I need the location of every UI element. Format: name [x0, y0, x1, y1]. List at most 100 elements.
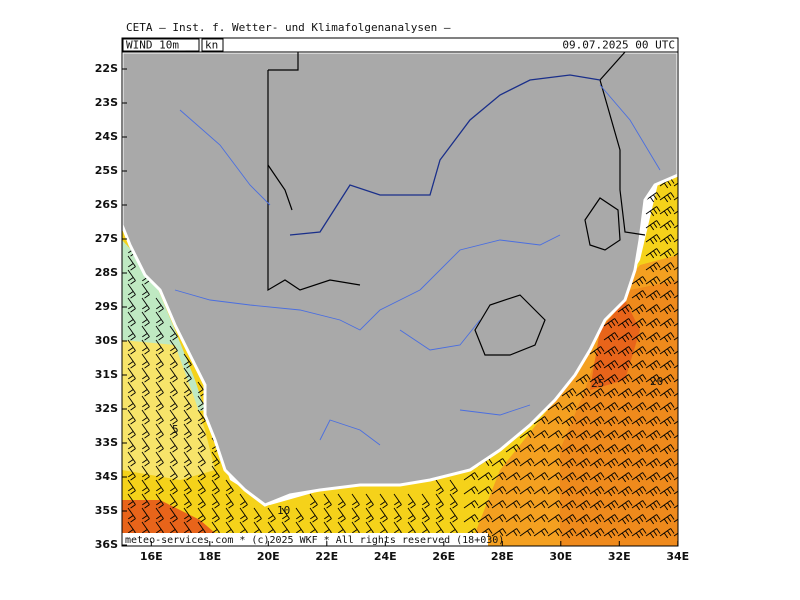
- wind-barb: [561, 430, 577, 441]
- wind-barb: [197, 451, 206, 467]
- wind-barb: [127, 297, 136, 313]
- wind-barb: [589, 374, 605, 385]
- frame: [121, 51, 679, 547]
- wind-barb: [533, 528, 549, 537]
- wind-barb: [533, 416, 549, 425]
- wind-barb: [603, 332, 619, 343]
- wind-barb: [141, 353, 150, 369]
- wind-barb: [575, 402, 591, 413]
- wind-barb: [211, 479, 220, 495]
- wind-barb: [645, 486, 661, 497]
- wind-barb: [617, 514, 633, 525]
- wind-barb: [547, 458, 563, 467]
- wind-barb: [617, 360, 633, 371]
- wind-barb: [547, 528, 563, 537]
- wind-barb: [589, 346, 605, 357]
- wind-barb: [127, 493, 136, 509]
- wind-barb: [127, 423, 136, 439]
- wind-barb: [645, 290, 661, 301]
- wind-barb: [631, 318, 647, 329]
- border: [267, 70, 361, 292]
- wind-barb: [645, 528, 661, 539]
- wind-barb: [155, 479, 164, 495]
- wind-barb: [561, 458, 577, 469]
- wind-barb: [575, 486, 591, 497]
- wind-barb: [603, 388, 619, 399]
- wind-barb: [659, 290, 675, 301]
- wind-barb: [617, 346, 633, 357]
- lon-label: 32E: [608, 550, 631, 563]
- wind-barb: [645, 248, 661, 259]
- contour-label: 5: [172, 423, 179, 436]
- wind-barb: [547, 472, 563, 481]
- wind-barb: [617, 374, 633, 385]
- wind-barb: [519, 486, 535, 495]
- wind-barb: [533, 514, 549, 523]
- wind-barb: [127, 325, 136, 341]
- river: [319, 419, 381, 446]
- wind-barb: [659, 500, 675, 511]
- wind-barb: [547, 500, 563, 509]
- datetime: 09.07.2025 00 UTC: [562, 39, 675, 52]
- wind-barb: [267, 507, 276, 523]
- wind-barb: [141, 325, 150, 341]
- wind-barb: [169, 507, 178, 523]
- wind-barb: [505, 500, 521, 509]
- wind-barb: [183, 395, 192, 411]
- wind-barb: [141, 395, 150, 411]
- wind-barb: [589, 388, 605, 399]
- wind-barb: [631, 374, 647, 385]
- lon-label: 26E: [432, 550, 455, 563]
- wind-barb: [589, 528, 605, 539]
- wind-barb: [659, 192, 675, 203]
- wind-barb: [183, 465, 192, 481]
- wind-barb: [659, 388, 675, 399]
- border: [599, 52, 626, 81]
- lat-label: 30S: [95, 334, 118, 347]
- wind-barb: [645, 374, 661, 385]
- wind-barb: [183, 451, 192, 467]
- contour-label: 10: [277, 504, 290, 517]
- wind-barb: [575, 444, 591, 455]
- wind-barb: [603, 444, 619, 455]
- lat-label: 33S: [95, 436, 118, 449]
- wind-barb: [463, 486, 479, 495]
- wind-barb: [631, 486, 647, 497]
- wind-barb: [645, 388, 661, 399]
- border: [599, 79, 646, 236]
- wind-barb: [141, 297, 150, 313]
- wind-shade-stronger: [560, 280, 678, 546]
- wind-barb: [393, 507, 402, 523]
- wind-barb: [519, 500, 535, 509]
- border: [268, 52, 299, 71]
- wind-barb: [533, 486, 549, 495]
- wind-barb: [435, 507, 444, 523]
- wind-barb: [659, 486, 675, 497]
- wind-barb: [561, 472, 577, 483]
- wind-barb: [589, 514, 605, 525]
- wind-barb: [603, 416, 619, 427]
- wind-barb: [645, 346, 661, 357]
- wind-barb: [659, 360, 675, 371]
- wind-barb: [155, 381, 164, 397]
- wind-barb: [141, 367, 150, 383]
- wind-barb: [659, 220, 675, 231]
- wind-barb: [169, 381, 178, 397]
- wind-barb: [659, 402, 675, 413]
- wind-barb: [631, 346, 647, 357]
- wind-barb: [659, 444, 675, 455]
- wind-barb: [561, 500, 577, 511]
- river: [174, 289, 421, 331]
- wind-barb: [197, 465, 206, 481]
- wind-barb: [631, 528, 647, 539]
- wind-barb: [169, 353, 178, 369]
- wind-barb: [477, 500, 493, 509]
- wind-barb: [617, 430, 633, 441]
- wind-barb: [379, 493, 388, 509]
- border-river: [289, 74, 601, 236]
- wind-barb: [645, 192, 661, 203]
- wind-barb: [197, 507, 206, 523]
- lon-label: 22E: [315, 550, 338, 563]
- wind-barb: [127, 451, 136, 467]
- wind-barb: [393, 493, 402, 509]
